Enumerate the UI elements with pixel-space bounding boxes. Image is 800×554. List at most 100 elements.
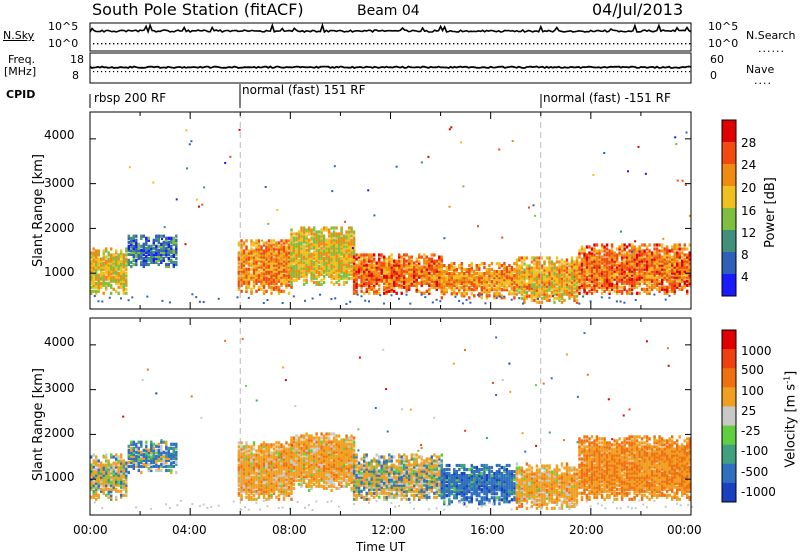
nsearch-dot	[317, 43, 319, 45]
echo-cell	[370, 253, 373, 257]
echo-cell	[102, 477, 105, 481]
echo-cell	[120, 495, 123, 499]
echo-cell	[262, 451, 266, 455]
echo-cell	[628, 287, 631, 291]
echo-cell	[510, 274, 514, 278]
echo-cell	[645, 247, 649, 251]
echo-cell	[578, 261, 581, 265]
echo-cell	[92, 261, 95, 265]
echo-cell	[120, 459, 123, 463]
echo-cell	[673, 289, 676, 293]
echo-cell	[280, 269, 283, 273]
echo-cell	[112, 461, 115, 465]
echo-cell	[287, 261, 291, 265]
ground-scatter-cell	[383, 302, 385, 305]
echo-cell	[302, 272, 306, 276]
echo-cell	[267, 265, 271, 269]
nave-dot	[689, 71, 691, 73]
echo-cell	[110, 467, 113, 471]
echo-cell	[95, 265, 98, 269]
echo-cell	[590, 249, 594, 253]
echo-cell	[290, 246, 293, 250]
echo-cell	[92, 489, 95, 493]
ground-scatter-cell	[424, 296, 427, 299]
nsearch-dot	[473, 43, 475, 45]
echo-cell	[257, 457, 261, 461]
echo-cell	[570, 288, 574, 292]
echo-cell	[300, 266, 303, 270]
echo-cell	[615, 281, 619, 285]
echo-cell	[573, 278, 576, 282]
echo-cell	[97, 469, 100, 473]
echo-cell	[425, 269, 428, 273]
echo-cell	[553, 280, 556, 284]
echo-cell	[320, 232, 323, 236]
echo-cell	[528, 270, 531, 274]
echo-cell	[488, 268, 491, 272]
echo-cell	[317, 234, 321, 238]
echo-cell	[97, 257, 100, 261]
echo-cell	[460, 294, 463, 298]
ground-scatter-cell	[236, 296, 239, 299]
echo-cell	[655, 255, 659, 259]
echo-cell	[608, 269, 611, 273]
echo-cell	[575, 282, 579, 286]
echo-cell	[240, 485, 243, 489]
echo-cell	[678, 253, 681, 257]
echo-cell	[380, 263, 383, 267]
echo-cell	[533, 294, 536, 298]
echo-cell	[590, 275, 594, 279]
echo-cell	[312, 260, 316, 264]
echo-cell	[483, 282, 486, 286]
echo-cell	[255, 247, 258, 251]
echo-cell	[92, 473, 95, 477]
echo-cell	[385, 277, 388, 281]
echo-cell	[676, 265, 679, 269]
echo-cell	[655, 283, 659, 287]
echo-cell	[555, 288, 559, 292]
echo-cell	[347, 236, 351, 240]
echo-cell	[322, 234, 326, 238]
echo-cell	[535, 292, 539, 296]
echo-cell	[578, 263, 581, 267]
echo-cell	[337, 264, 341, 268]
echo-cell	[247, 489, 251, 493]
echo-cell	[368, 255, 371, 259]
echo-cell	[267, 277, 271, 281]
echo-cell	[255, 477, 258, 481]
ground-scatter-cell	[458, 299, 461, 302]
echo-cell	[315, 242, 318, 246]
echo-cell	[270, 267, 273, 271]
echo-cell	[305, 274, 308, 278]
echo-cell	[250, 289, 253, 293]
echo-cell	[132, 262, 135, 267]
nave-dot	[257, 71, 259, 73]
echo-cell	[100, 267, 103, 271]
nave-dot	[149, 71, 151, 73]
echo-cell	[105, 269, 108, 273]
echo-cell	[145, 258, 148, 262]
echo-cell	[653, 251, 656, 255]
nsearch-dot	[117, 43, 119, 45]
echo-cell	[633, 283, 636, 287]
nave-dot	[505, 71, 507, 73]
echo-cell	[110, 455, 113, 459]
echo-cell	[95, 471, 98, 475]
echo-cell	[305, 236, 308, 240]
echo-cell	[645, 265, 649, 269]
echo-cell	[545, 284, 549, 288]
echo-cell	[525, 264, 529, 268]
echo-cell	[112, 257, 115, 261]
echo-cell	[260, 287, 263, 291]
echo-cell	[110, 453, 113, 457]
echo-cell	[610, 261, 614, 265]
echo-cell	[573, 270, 576, 274]
echo-cell	[535, 264, 539, 268]
echo-cell	[105, 249, 108, 253]
echo-cell	[297, 272, 301, 276]
echo-cell	[650, 269, 654, 273]
echo-cell	[132, 250, 135, 254]
echo-cell	[530, 256, 534, 260]
echo-cell	[312, 256, 316, 260]
echo-cell	[590, 261, 594, 265]
